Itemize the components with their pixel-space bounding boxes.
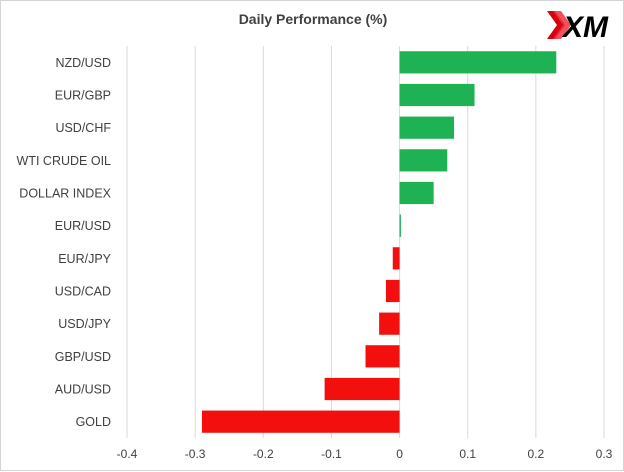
category-label: USD/JPY — [58, 317, 111, 331]
x-tick-label: 0.1 — [459, 447, 476, 461]
x-tick-label: -0.2 — [253, 447, 274, 461]
bar — [392, 247, 400, 270]
xm-logo-text: XM — [561, 11, 609, 43]
bar — [379, 312, 400, 335]
category-label: USD/CAD — [55, 285, 111, 299]
category-label: EUR/USD — [55, 219, 111, 233]
bar — [399, 149, 448, 172]
bar — [399, 83, 475, 107]
x-tick-label: -0.3 — [185, 447, 206, 461]
category-label: EUR/GBP — [55, 89, 111, 103]
chart-title: Daily Performance (%) — [238, 11, 388, 27]
category-label: EUR/JPY — [58, 252, 111, 266]
category-label: USD/CHF — [55, 121, 111, 135]
bar — [365, 345, 400, 368]
xm-logo: XM — [547, 11, 609, 43]
bar — [385, 279, 400, 303]
bar — [399, 51, 557, 74]
x-tick-label: -0.4 — [117, 447, 138, 461]
x-tick-label: -0.1 — [321, 447, 342, 461]
bar — [399, 116, 455, 139]
bar — [201, 410, 400, 433]
category-label: GBP/USD — [55, 350, 111, 364]
bar — [399, 214, 401, 237]
category-label: GOLD — [76, 415, 111, 429]
x-tick-label: 0.2 — [528, 447, 545, 461]
category-label: NZD/USD — [55, 56, 111, 70]
x-tick-label: 0 — [396, 447, 403, 461]
x-tick-label: 0.3 — [596, 447, 613, 461]
category-label: AUD/USD — [55, 383, 111, 397]
bar — [399, 181, 434, 205]
category-label: DOLLAR INDEX — [19, 187, 111, 201]
bar — [324, 377, 400, 401]
category-label: WTI CRUDE OIL — [17, 154, 111, 168]
